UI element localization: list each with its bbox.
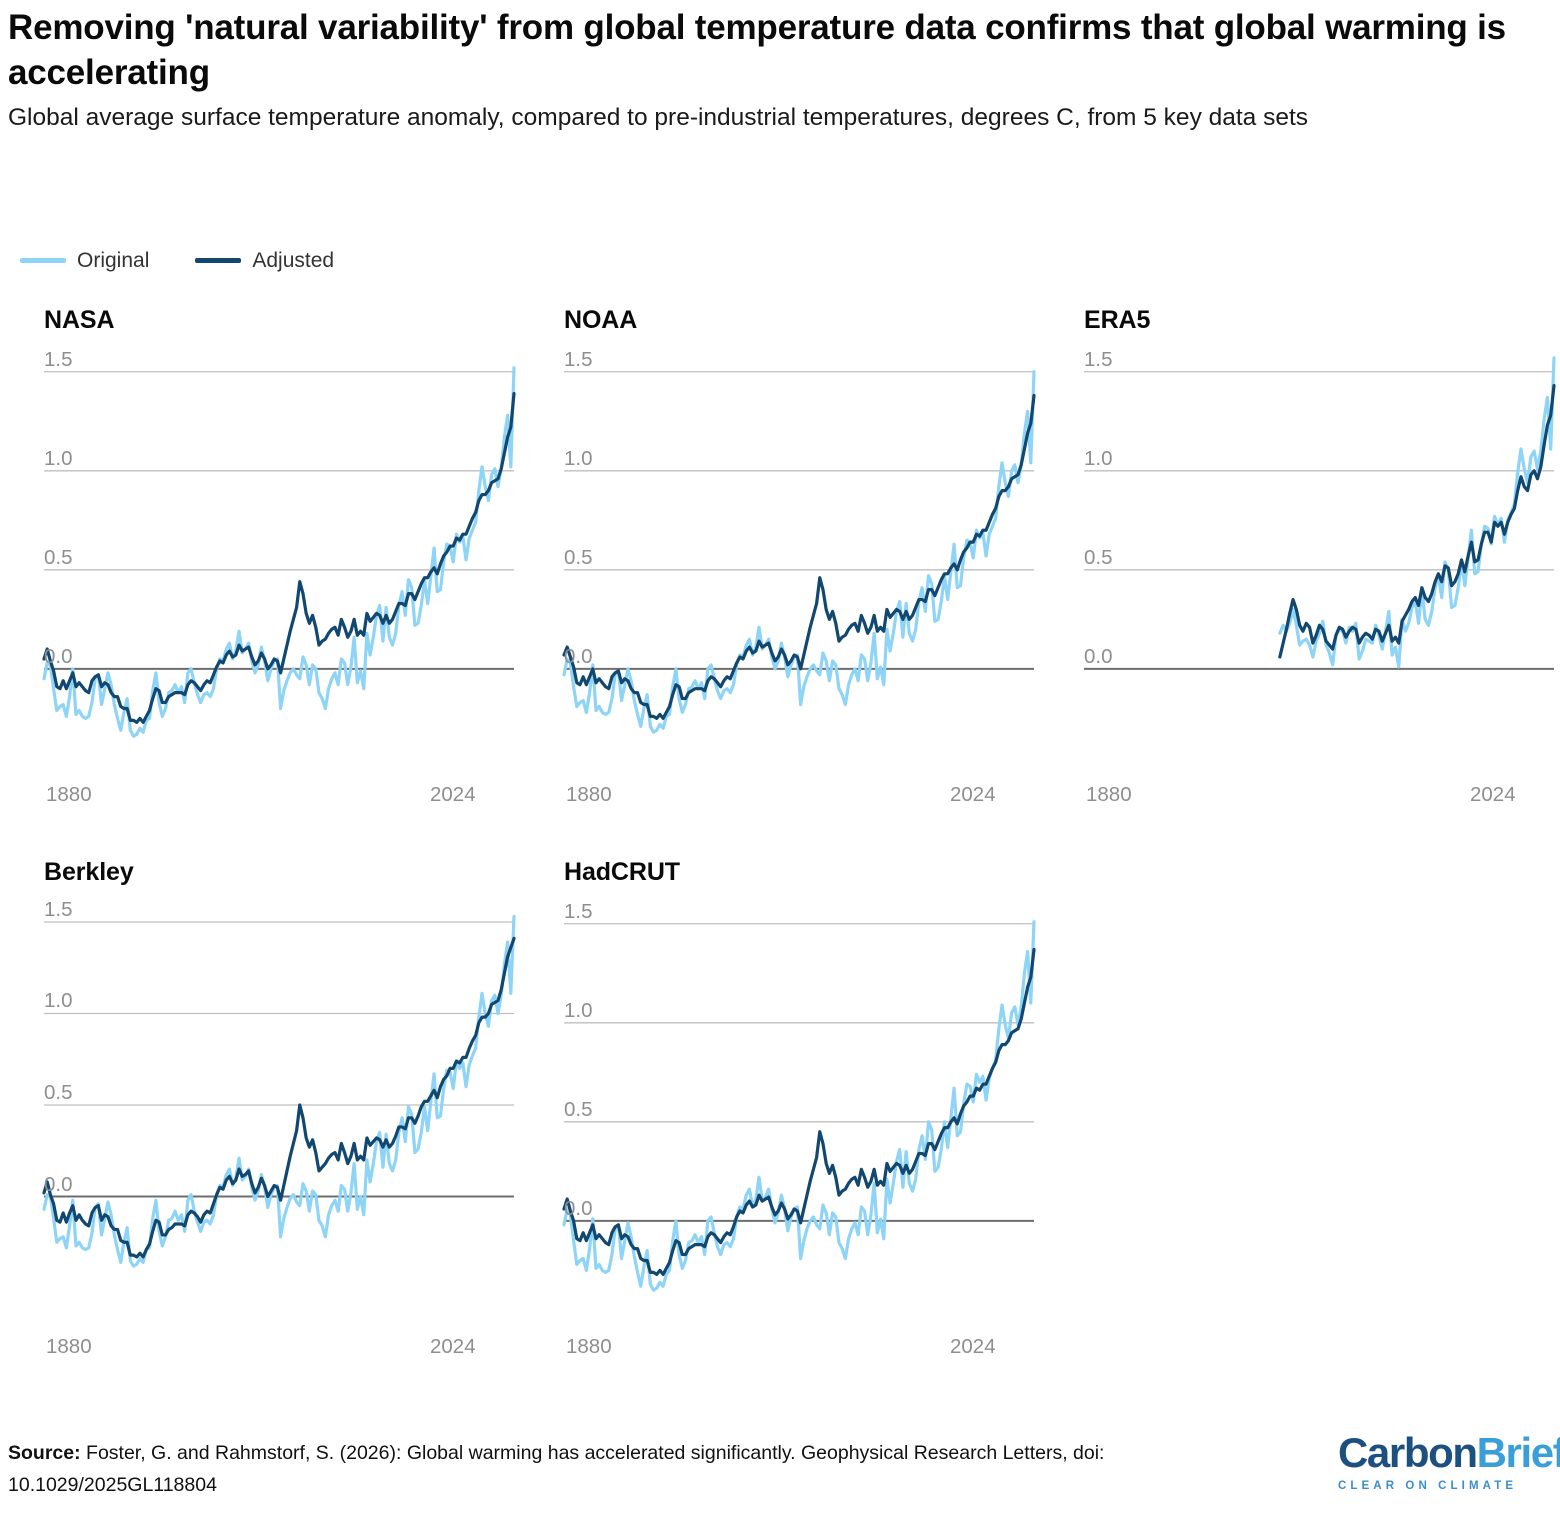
y-tick-label: 1.0 <box>564 998 593 1022</box>
y-tick-label: 0.5 <box>564 545 593 569</box>
y-tick-label: 1.5 <box>44 897 73 921</box>
legend-label-original: Original <box>77 249 150 272</box>
y-tick-label: 1.0 <box>44 989 73 1013</box>
x-tick-label-end: 2024 <box>1470 783 1516 806</box>
x-tick-label-end: 2024 <box>430 1335 476 1358</box>
panel-nasa: NASA 0.0 0.5 1.0 1.5 1880 2024 <box>22 300 542 830</box>
logo-carbon-text: Carbon <box>1338 1429 1478 1476</box>
chart-legend: Original Adjusted <box>20 250 334 271</box>
panel-title-noaa: NOAA <box>564 306 638 334</box>
y-tick-label: 1.0 <box>1084 446 1113 470</box>
legend-label-adjusted: Adjusted <box>252 249 335 272</box>
series-line-original <box>42 366 516 738</box>
x-tick-label-start: 1880 <box>566 783 612 806</box>
legend-swatch-original <box>20 258 66 263</box>
source-text: Source: Foster, G. and Rahmstorf, S. (20… <box>8 1438 1308 1501</box>
legend-item-adjusted[interactable]: Adjusted <box>195 250 334 271</box>
x-tick-label-start: 1880 <box>566 1335 612 1358</box>
chart-subtitle: Global average surface temperature anoma… <box>8 103 1309 131</box>
series-line-original <box>42 914 516 1268</box>
x-tick-label-end: 2024 <box>950 783 996 806</box>
panel-berkley: Berkley 0.0 0.5 1.0 1.5 1880 2024 <box>22 852 542 1382</box>
x-tick-label-start: 1880 <box>46 783 92 806</box>
y-tick-label: 0.0 <box>1084 644 1113 668</box>
plot-area-hadcrut <box>562 900 1036 1310</box>
series-line-adjusted <box>1278 384 1556 659</box>
logo-wordmark: CarbonBrief <box>1338 1429 1560 1476</box>
y-tick-label: 0.5 <box>564 1097 593 1121</box>
y-tick-label: 1.5 <box>564 899 593 923</box>
panel-title-hadcrut: HadCRUT <box>564 858 680 886</box>
y-tick-label: 0.5 <box>44 545 73 569</box>
legend-item-original[interactable]: Original <box>20 250 149 271</box>
y-tick-label: 0.0 <box>44 644 73 668</box>
series-line-adjusted <box>42 391 516 724</box>
y-tick-label: 0.0 <box>44 1172 73 1196</box>
chart-header: Removing 'natural variability' from glob… <box>8 6 1552 134</box>
series-line-original <box>562 920 1036 1292</box>
panel-noaa: NOAA 0.0 0.5 1.0 1.5 1880 2024 <box>542 300 1062 830</box>
plot-area-noaa <box>562 348 1036 758</box>
series-line-adjusted <box>562 947 1036 1276</box>
panel-title-era5: ERA5 <box>1084 306 1151 334</box>
panel-title-berkley: Berkley <box>44 858 134 886</box>
logo-tagline: CLEAR ON CLIMATE <box>1338 1480 1518 1492</box>
y-tick-label: 1.5 <box>564 347 593 371</box>
y-tick-label: 1.5 <box>44 347 73 371</box>
plot-area-berkley <box>42 900 516 1310</box>
x-tick-label-start: 1880 <box>46 1335 92 1358</box>
y-tick-label: 0.5 <box>1084 545 1113 569</box>
series-line-adjusted <box>42 936 516 1259</box>
x-tick-label-end: 2024 <box>950 1335 996 1358</box>
y-tick-label: 1.0 <box>44 446 73 470</box>
panel-hadcrut: HadCRUT 0.0 0.5 1.0 1.5 1880 2024 <box>542 852 1062 1382</box>
legend-swatch-adjusted <box>195 258 242 263</box>
y-tick-label: 1.0 <box>564 446 593 470</box>
chart-footer: Source: Foster, G. and Rahmstorf, S. (20… <box>8 1438 1308 1501</box>
plot-area-era5 <box>1084 348 1556 758</box>
panel-title-nasa: NASA <box>44 306 115 334</box>
y-tick-label: 1.5 <box>1084 347 1113 371</box>
page-title: Removing 'natural variability' from glob… <box>8 8 1506 92</box>
source-label: Source: <box>8 1442 81 1464</box>
x-tick-label-end: 2024 <box>430 783 476 806</box>
y-tick-label: 0.0 <box>564 1196 593 1220</box>
plot-area-nasa <box>42 348 516 758</box>
y-tick-label: 0.0 <box>564 644 593 668</box>
x-tick-label-start: 1880 <box>1086 783 1132 806</box>
source-citation: Foster, G. and Rahmstorf, S. (2026): Glo… <box>8 1442 1105 1496</box>
carbonbrief-logo: CarbonBrief CLEAR ON CLIMATE <box>1338 1429 1560 1493</box>
logo-brief-text: Brief <box>1476 1429 1560 1476</box>
panel-era5: ERA5 0.0 0.5 1.0 1.5 1880 2024 <box>1062 300 1560 830</box>
series-line-adjusted <box>562 393 1036 720</box>
y-tick-label: 0.5 <box>44 1081 73 1104</box>
